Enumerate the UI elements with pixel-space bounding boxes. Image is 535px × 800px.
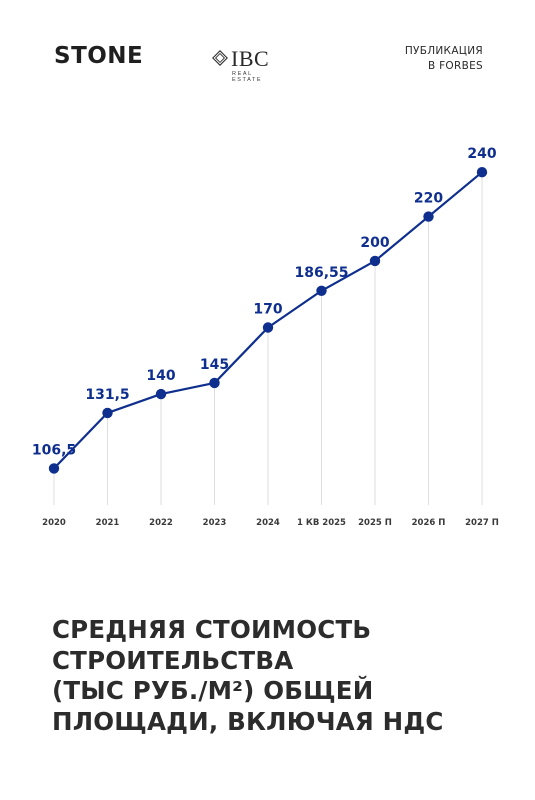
data-label: 145: [200, 357, 229, 373]
caption-line-4: ПЛОЩАДИ, ВКЛЮЧАЯ НДС: [52, 706, 444, 736]
x-tick-label: 2021: [96, 518, 120, 528]
header: STONE IBC REAL ESTATE ПУБЛИКАЦИЯ В FORBE…: [0, 0, 535, 90]
x-tick-label: 2022: [149, 518, 173, 528]
x-tick-label: 2024: [256, 518, 280, 528]
data-label: 131,5: [85, 387, 129, 403]
data-label: 170: [253, 302, 282, 318]
data-point: [316, 285, 327, 296]
data-point: [369, 255, 381, 267]
data-label: 186,55: [294, 265, 348, 281]
x-tick-label: 2020: [42, 518, 66, 528]
publication-line-2: В FORBES: [427, 60, 483, 72]
caption-line-1: СРЕДНЯЯ СТОИМОСТЬ: [52, 615, 372, 644]
ibc-logo-wordmark: IBC: [231, 46, 270, 71]
x-tick-label: 2027 П: [465, 518, 499, 528]
ibc-logo-subtitle: REAL ESTATE: [232, 71, 263, 83]
ibc-logo: IBC REAL ESTATE: [212, 46, 284, 83]
data-label: 240: [467, 146, 496, 162]
line-chart: 106,5 131,5 140 145 170 186,55 200 220 240 2020 20…: [32, 146, 499, 528]
x-tick-label: 2023: [203, 518, 227, 528]
stone-logo: STONE: [54, 43, 144, 69]
publication-note: ПУБЛИКАЦИЯ В FORBES: [405, 44, 483, 74]
data-label: 200: [360, 235, 389, 251]
data-point: [476, 166, 488, 178]
data-label: 140: [146, 368, 175, 384]
data-label: 220: [414, 191, 443, 207]
data-point: [48, 463, 60, 474]
data-point: [209, 377, 220, 389]
data-point: [155, 388, 167, 400]
data-point: [423, 211, 434, 222]
data-point: [262, 322, 274, 333]
x-tick-label: 2026 П: [412, 518, 446, 528]
chart-caption: СРЕДНЯЯ СТОИМОСТЬ СТРОИТЕЛЬСТВА (ТЫС РУБ…: [52, 615, 512, 737]
x-tick-label: 1 КВ 2025: [297, 518, 346, 528]
diamond-icon: [212, 50, 228, 66]
data-label: 106,5: [32, 442, 76, 458]
data-point: [102, 407, 113, 419]
caption-line-2: СТРОИТЕЛЬСТВА: [52, 645, 294, 675]
x-tick-label: 2025 П: [358, 518, 392, 528]
caption-line-3: (ТЫС РУБ./М²) ОБЩЕЙ: [52, 676, 374, 705]
publication-line-1: ПУБЛИКАЦИЯ: [404, 45, 483, 57]
